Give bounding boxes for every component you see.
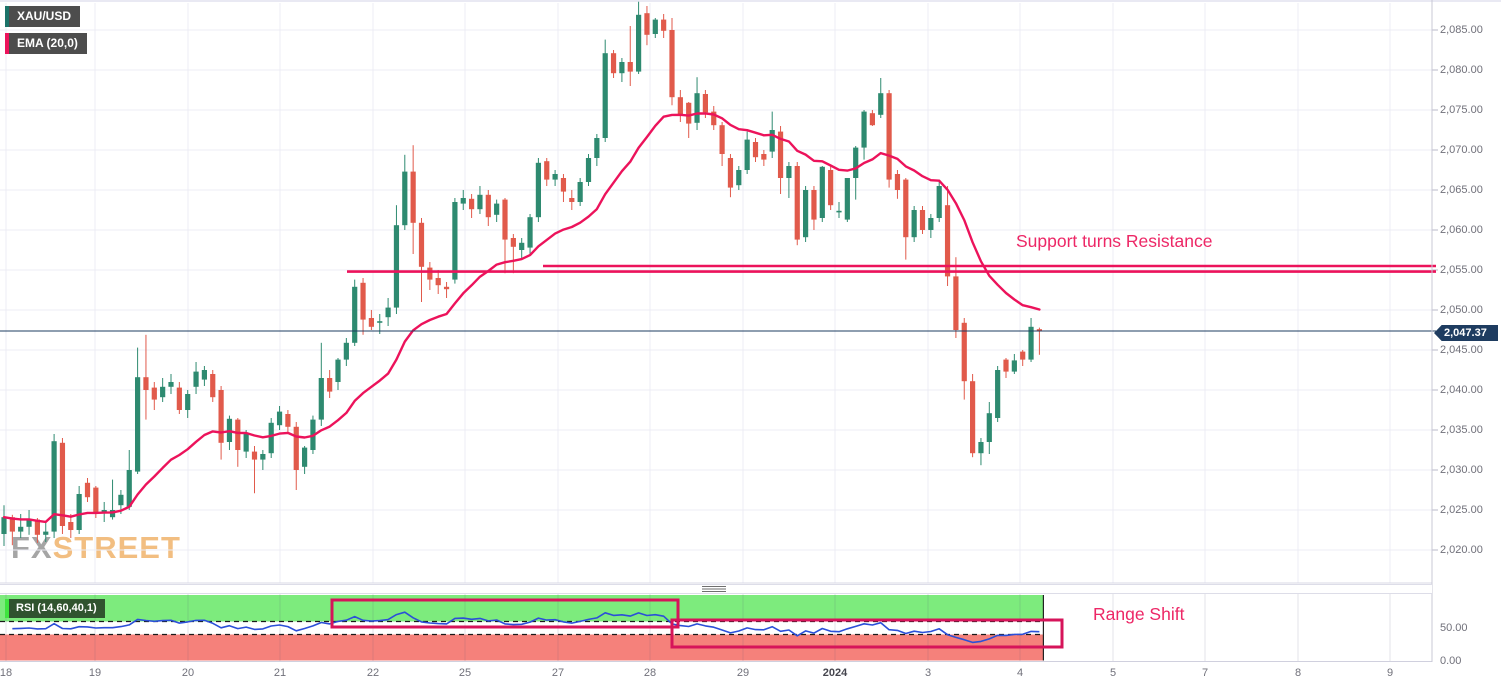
pane-splitter (0, 584, 1432, 594)
time-tick-label: 2024 (822, 667, 848, 679)
time-tick-label: 22 (366, 667, 380, 679)
fxstreet-watermark: FXSTREET (11, 530, 181, 566)
time-tick-label: 7 (1201, 667, 1209, 679)
price-tick-label: 2,040.00 (1440, 384, 1483, 396)
time-tick-label: 29 (736, 667, 750, 679)
rsi-tick-label: 0.00 (1440, 654, 1462, 667)
time-tick-label: 4 (1016, 667, 1024, 679)
price-tick-label: 2,075.00 (1440, 104, 1483, 116)
price-tick-label: 2,085.00 (1440, 24, 1483, 36)
range-annotation-rect (670, 618, 1064, 649)
time-tick-label: 28 (643, 667, 657, 679)
time-tick-label: 20 (181, 667, 195, 679)
price-tick-label: 2,060.00 (1440, 224, 1483, 236)
time-tick-label: 19 (88, 667, 102, 679)
ema-indicator-badge[interactable]: EMA (20,0) (5, 33, 87, 54)
rsi-line (12, 611, 1040, 644)
rsi-tick-label: 50.00 (1440, 622, 1468, 634)
candlestick-series[interactable] (1, 1, 1042, 546)
price-tick-label: 2,065.00 (1440, 184, 1483, 196)
price-tick-label: 2,030.00 (1440, 464, 1483, 476)
watermark-street: STREET (52, 530, 181, 565)
last-price-badge: 2,047.37 (1434, 325, 1498, 341)
range-shift-annotation: Range Shift (1093, 604, 1185, 624)
symbol-badge: XAU/USD (5, 6, 81, 27)
time-tick-label: 21 (273, 667, 287, 679)
price-tick-label: 2,050.00 (1440, 304, 1483, 316)
time-tick-label: 9 (1386, 667, 1394, 679)
support-resistance-annotation: Support turns Resistance (1016, 231, 1213, 251)
price-tick-label: 2,020.00 (1440, 544, 1483, 556)
range-annotation-rect (330, 598, 680, 629)
watermark-fx: FX (11, 530, 53, 565)
time-tick-label: 5 (1109, 667, 1117, 679)
time-tick-label: 8 (1294, 667, 1302, 679)
time-tick-label: 3 (924, 667, 932, 679)
price-tick-label: 2,045.00 (1440, 344, 1483, 356)
price-tick-label: 2,080.00 (1440, 64, 1483, 76)
price-tick-label: 2,070.00 (1440, 144, 1483, 156)
price-tick-label: 2,025.00 (1440, 504, 1483, 516)
splitter-drag-handle[interactable] (702, 586, 726, 592)
ema-line (2, 112, 1041, 524)
time-tick-label: 18 (0, 667, 13, 679)
time-tick-label: 25 (458, 667, 472, 679)
time-tick-label: 27 (551, 667, 565, 679)
price-tick-label: 2,035.00 (1440, 424, 1483, 436)
rsi-indicator-badge[interactable]: RSI (14,60,40,1) (5, 599, 105, 618)
price-tick-label: 2,055.00 (1440, 264, 1483, 276)
